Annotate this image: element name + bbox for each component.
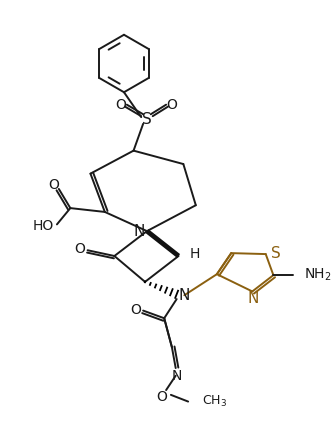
- Text: O: O: [49, 178, 59, 192]
- Text: S: S: [270, 245, 280, 261]
- Text: CH$_3$: CH$_3$: [202, 394, 227, 409]
- Text: O: O: [116, 98, 127, 112]
- Text: N: N: [134, 224, 145, 239]
- Text: O: O: [130, 303, 141, 317]
- Text: NH$_2$: NH$_2$: [304, 267, 332, 283]
- Text: S: S: [142, 112, 152, 128]
- Text: O: O: [166, 98, 177, 112]
- Text: O: O: [75, 242, 85, 256]
- Text: N: N: [248, 290, 259, 306]
- Text: O: O: [156, 390, 167, 404]
- Text: N: N: [178, 288, 190, 303]
- Text: N: N: [171, 369, 182, 383]
- Text: H: H: [190, 247, 201, 261]
- Text: HO: HO: [33, 219, 54, 233]
